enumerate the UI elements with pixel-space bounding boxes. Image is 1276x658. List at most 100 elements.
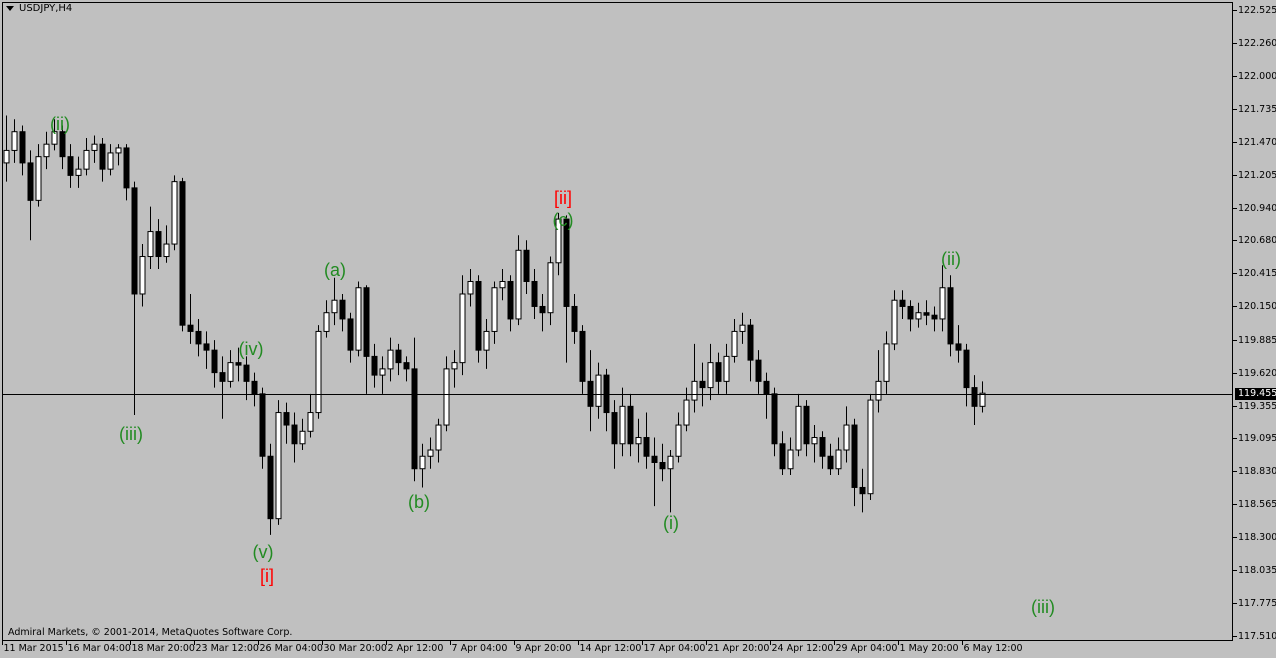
bull-candle-body (427, 449, 434, 457)
candle (339, 293, 346, 332)
bear-candle-body (27, 162, 34, 201)
bear-candle-body (347, 318, 354, 351)
candle (491, 281, 498, 344)
bull-candle-body (707, 362, 714, 389)
symbol-label: USDJPY,H4 (19, 3, 73, 14)
candle (851, 418, 858, 507)
time-tick-label: 23 Mar 12:00 (195, 643, 259, 654)
candle (387, 337, 394, 382)
bear-candle-body (195, 330, 202, 345)
bull-candle-body (443, 368, 450, 426)
bear-candle-body (67, 156, 74, 176)
bear-candle-body (859, 486, 866, 495)
price-tick-label: 118.035 (1238, 564, 1276, 576)
candle (19, 125, 26, 176)
candle (915, 302, 922, 328)
price-tick-label: 120.415 (1238, 267, 1276, 279)
bull-candle-body (387, 349, 394, 370)
price-tick-label: 121.205 (1238, 169, 1276, 181)
bear-candle-body (611, 412, 618, 445)
candle (835, 437, 842, 475)
candle (619, 387, 626, 457)
bull-candle-body (883, 343, 890, 382)
wave-label: (a) (324, 260, 346, 280)
candle (411, 337, 418, 482)
wave-label: (c) (552, 210, 574, 230)
dropdown-triangle-icon[interactable] (6, 5, 14, 11)
bear-candle-body (651, 455, 658, 463)
candle (611, 400, 618, 469)
bear-candle-body (155, 231, 162, 258)
bear-candle-body (851, 424, 858, 488)
bull-candle-body (667, 455, 674, 470)
candle (979, 381, 986, 413)
candle (59, 125, 66, 170)
price-tick-label: 117.775 (1238, 597, 1276, 609)
time-tick-label: 2 Apr 12:00 (387, 643, 444, 654)
bull-candle-body (547, 262, 554, 314)
bull-candle-body (299, 430, 306, 445)
candle (331, 277, 338, 326)
candle (107, 144, 114, 176)
candle (867, 393, 874, 500)
bull-candle-body (515, 249, 522, 320)
candle (371, 343, 378, 388)
time-tick-label: 26 Mar 04:00 (259, 643, 323, 654)
wave-label: (v) (252, 542, 274, 562)
candle (467, 269, 474, 307)
candle (219, 356, 226, 419)
candle (643, 412, 650, 469)
candle (755, 350, 762, 394)
price-tick-label: 122.525 (1238, 4, 1276, 16)
candle (459, 275, 466, 376)
candle (451, 350, 458, 388)
bear-candle-body (923, 312, 930, 316)
price-tick-label: 119.885 (1238, 334, 1276, 346)
wave-label: (i) (663, 513, 679, 533)
candle (595, 362, 602, 419)
time-tick-label: 24 Apr 12:00 (771, 643, 834, 654)
bull-candle-body (171, 181, 178, 245)
wave-label: [ii] (554, 188, 572, 208)
wave-label: [i] (259, 566, 275, 586)
bull-candle-body (979, 392, 986, 407)
price-tick-label: 119.095 (1238, 432, 1276, 444)
candle (955, 325, 962, 363)
bull-candle-body (731, 330, 738, 357)
bear-candle-body (971, 387, 978, 407)
bear-candle-body (403, 362, 410, 370)
bull-candle-body (307, 412, 314, 432)
plot-frame (2, 2, 1233, 641)
bear-candle-body (563, 218, 570, 307)
bear-candle-body (627, 405, 634, 445)
candle (971, 375, 978, 426)
bull-candle-body (939, 287, 946, 320)
candle (475, 275, 482, 363)
time-tick-label: 29 Apr 04:00 (835, 643, 898, 654)
bull-candle-body (451, 362, 458, 370)
candle (187, 293, 194, 344)
bear-candle-body (283, 412, 290, 426)
candle (747, 318, 754, 382)
candle (195, 318, 202, 357)
bull-candle-body (867, 399, 874, 495)
candle (635, 418, 642, 463)
candle (667, 450, 674, 513)
candle (563, 215, 570, 363)
bear-candle-body (475, 280, 482, 351)
candle (395, 343, 402, 376)
chart-title[interactable]: USDJPY,H4 (6, 3, 72, 14)
time-tick-label: 18 Mar 20:00 (131, 643, 195, 654)
candle (691, 343, 698, 413)
bear-candle-body (539, 305, 546, 314)
candle (347, 312, 354, 363)
price-tick-label: 118.830 (1238, 465, 1276, 477)
candle (731, 318, 738, 363)
bear-candle-body (947, 287, 954, 345)
bear-candle-body (899, 299, 906, 307)
time-tick-label: 30 Mar 20:00 (323, 643, 387, 654)
bull-candle-body (11, 131, 18, 151)
bull-candle-body (139, 256, 146, 295)
bear-candle-body (715, 362, 722, 382)
